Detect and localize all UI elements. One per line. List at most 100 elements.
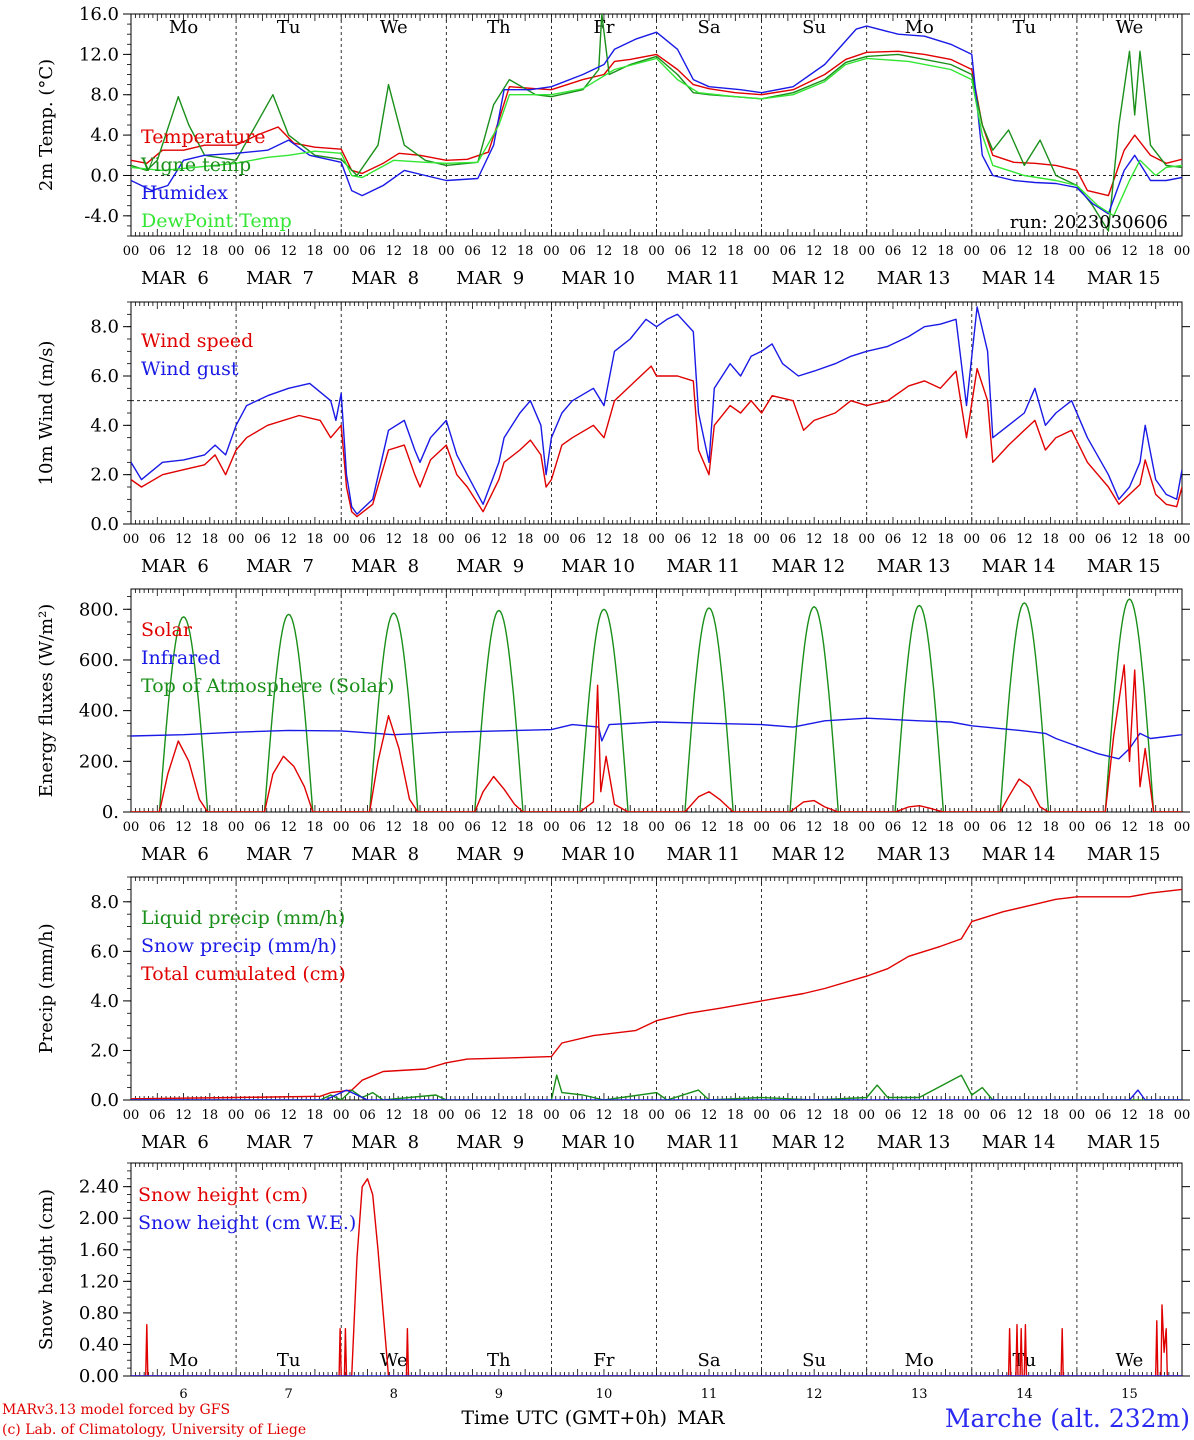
y-tick-label: 200. [79, 751, 119, 772]
x-hour-label: 06 [464, 532, 481, 547]
x-date-label: MAR 13 [877, 268, 951, 289]
x-hour-label: 00 [964, 1108, 981, 1123]
x-hour-label: 00 [753, 820, 770, 835]
x-hour-label: 12 [385, 244, 402, 259]
x-hour-label: 12 [491, 532, 508, 547]
legend-entry: Snow height (cm W.E.) [138, 1212, 356, 1234]
x-hour-label: 12 [1121, 1108, 1138, 1123]
x-hour-label: 18 [202, 532, 219, 547]
x-hour-label: 00 [438, 820, 455, 835]
x-day-number: 11 [701, 1387, 718, 1402]
y-tick-label: 12.0 [79, 44, 119, 65]
x-hour-label: 18 [307, 244, 324, 259]
x-date-label: MAR 10 [561, 556, 635, 577]
x-date-label: MAR 15 [1087, 844, 1161, 865]
x-hour-label: 06 [149, 244, 166, 259]
x-hour-label: 00 [1174, 820, 1191, 835]
y-tick-label: 2.40 [79, 1177, 119, 1198]
run-label: run: 2023030606 [1010, 212, 1168, 233]
x-hour-label: 00 [228, 1108, 245, 1123]
series-line-wind-gust [131, 306, 1182, 515]
x-hour-label: 00 [964, 532, 981, 547]
x-date-label: MAR 14 [982, 1132, 1056, 1153]
x-hour-label: 12 [1121, 244, 1138, 259]
y-tick-label: 0.40 [79, 1334, 119, 1355]
x-hour-label: 06 [254, 244, 271, 259]
x-hour-label: 06 [885, 244, 902, 259]
weekday-label: Tu [277, 1350, 301, 1371]
x-hour-label: 00 [1069, 244, 1086, 259]
x-hour-label: 06 [780, 532, 797, 547]
lab-credit: (c) Lab. of Climatology, University of L… [2, 1422, 306, 1438]
x-date-label: MAR 13 [877, 1132, 951, 1153]
x-hour-label: 18 [517, 820, 534, 835]
x-hour-label: 12 [1016, 820, 1033, 835]
weekday-label: Sa [698, 17, 721, 38]
series-line-solar [131, 664, 1182, 812]
x-hour-label: 18 [202, 1108, 219, 1123]
x-hour-label: 18 [727, 820, 744, 835]
x-date-label: MAR 9 [456, 844, 524, 865]
x-date-label: MAR 9 [456, 268, 524, 289]
weekday-label: Sa [698, 1350, 721, 1371]
x-hour-label: 00 [648, 1108, 665, 1123]
weekday-label: Th [487, 17, 511, 38]
y-tick-label: 6.0 [90, 366, 119, 387]
x-hour-label: 06 [990, 820, 1007, 835]
y-tick-label: 6.0 [90, 941, 119, 962]
x-hour-label: 00 [543, 1108, 560, 1123]
x-hour-label: 12 [1121, 532, 1138, 547]
x-date-label: MAR 7 [246, 268, 314, 289]
x-date-label: MAR 15 [1087, 1132, 1161, 1153]
x-hour-label: 00 [858, 244, 875, 259]
x-hour-label: 18 [412, 820, 429, 835]
x-day-number: 7 [285, 1387, 293, 1402]
x-hour-label: 00 [543, 532, 560, 547]
x-hour-label: 06 [254, 820, 271, 835]
x-hour-label: 06 [149, 532, 166, 547]
x-hour-label: 00 [438, 244, 455, 259]
x-hour-label: 00 [123, 244, 140, 259]
series-line-humidex [131, 25, 1182, 215]
plot-frame [130, 588, 1183, 813]
x-hour-label: 06 [464, 1108, 481, 1123]
x-hour-label: 06 [990, 532, 1007, 547]
x-hour-label: 12 [280, 1108, 297, 1123]
x-hour-label: 18 [517, 532, 534, 547]
weekday-label: We [380, 1350, 408, 1371]
x-hour-label: 00 [964, 820, 981, 835]
y-tick-label: 8.0 [90, 892, 119, 913]
panel-temp: 16.0 12.0 8.0 4.0 0.0 -4.0 2m Temp. (°C) 00 06 12… [36, 4, 1190, 289]
x-hour-label: 06 [990, 1108, 1007, 1123]
x-hour-label: 18 [622, 244, 639, 259]
x-hour-label: 06 [675, 820, 692, 835]
x-hour-label: 18 [1147, 532, 1164, 547]
x-hour-label: 00 [753, 1108, 770, 1123]
x-hour-label: 00 [753, 244, 770, 259]
y-tick-label: 0.0 [90, 1090, 119, 1111]
x-hour-label: 00 [333, 820, 350, 835]
x-hour-label: 12 [385, 820, 402, 835]
legend-entry: Temperature [141, 126, 265, 148]
x-hour-label: 12 [280, 820, 297, 835]
x-hour-label: 18 [937, 1108, 954, 1123]
y-tick-label: 600. [79, 650, 119, 671]
x-hour-label: 18 [307, 532, 324, 547]
x-hour-label: 12 [701, 1108, 718, 1123]
y-tick-label: 1.20 [79, 1271, 119, 1292]
x-hour-label: 12 [1016, 1108, 1033, 1123]
weekday-label: Su [802, 1350, 826, 1371]
x-hour-label: 18 [412, 1108, 429, 1123]
y-tick-label: 0.0 [90, 165, 119, 186]
x-hour-label: 18 [1147, 820, 1164, 835]
x-hour-label: 06 [1095, 1108, 1112, 1123]
series-line-vigne-temp [131, 14, 1182, 232]
x-hour-label: 18 [517, 244, 534, 259]
x-date-label: MAR 8 [351, 556, 419, 577]
x-hour-label: 12 [911, 532, 928, 547]
x-hour-label: 06 [1095, 244, 1112, 259]
x-hour-label: 12 [911, 1108, 928, 1123]
weekday-label: We [380, 17, 408, 38]
x-date-label: MAR 8 [351, 268, 419, 289]
x-hour-label: 06 [464, 244, 481, 259]
